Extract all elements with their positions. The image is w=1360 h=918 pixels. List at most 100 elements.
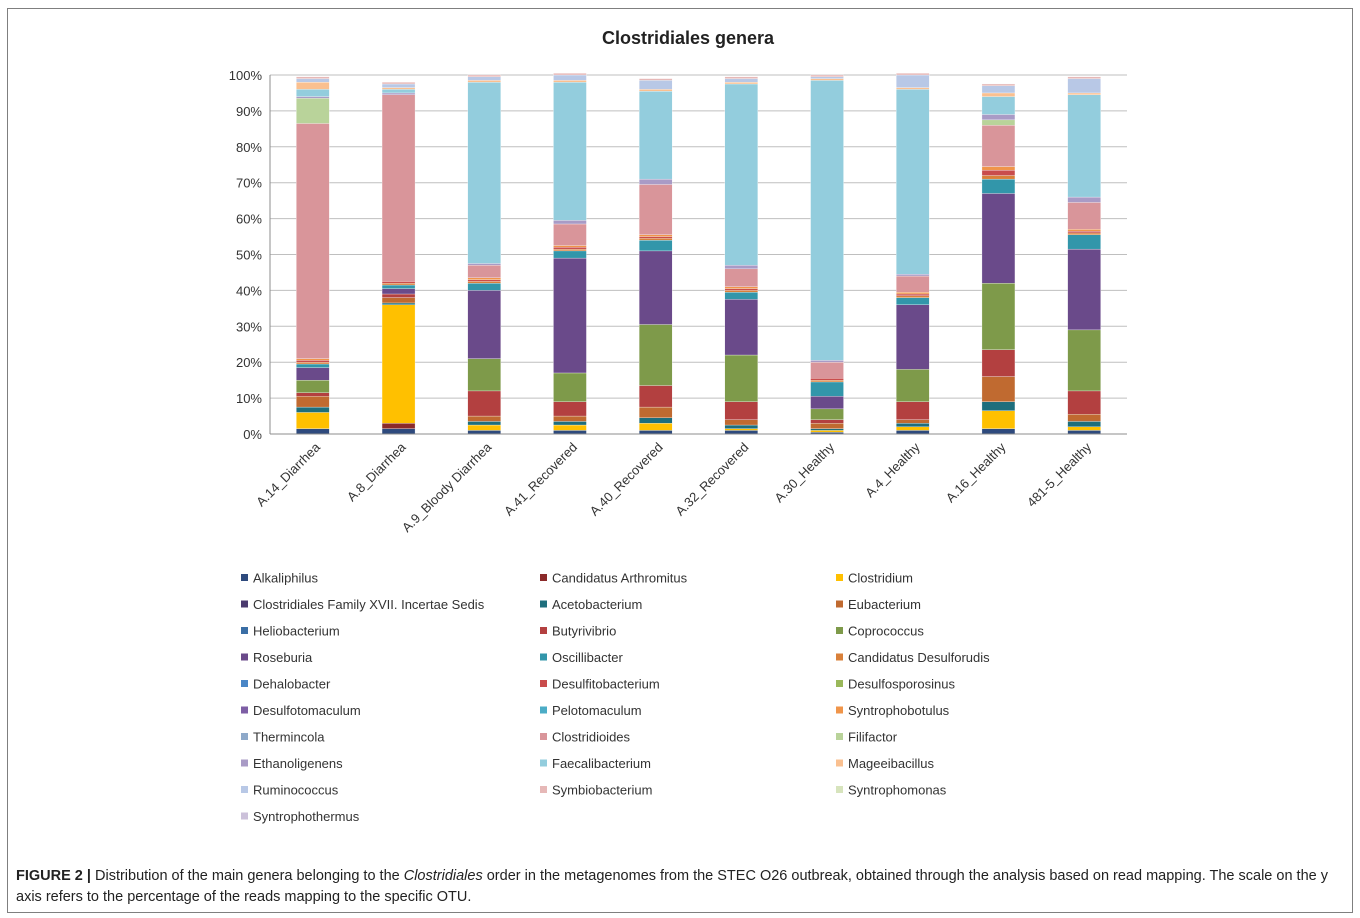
bar-segment xyxy=(724,424,758,429)
bar-segment xyxy=(810,381,844,397)
legend-label: Thermincola xyxy=(253,730,325,745)
legend-label: Oscillibacter xyxy=(552,650,623,665)
bar-segment xyxy=(896,423,930,427)
bar-segment xyxy=(296,89,330,97)
bar-segment xyxy=(981,175,1016,180)
bar-segment xyxy=(296,379,330,393)
bar-segment xyxy=(724,265,758,270)
bar-segment xyxy=(381,297,416,304)
bar-segment xyxy=(810,408,844,420)
y-tick-label: 30% xyxy=(236,319,262,334)
legend-swatch xyxy=(540,786,547,793)
bar-segment xyxy=(724,428,758,431)
stacked-bar-chart: Clostridiales genera 0% 10% 20% 30% 40% 50% 60… xyxy=(229,28,1127,824)
legend-label: Syntrophothermus xyxy=(253,809,360,824)
x-tick-label: A.30_Healthy xyxy=(771,439,837,505)
legend-swatch xyxy=(241,812,248,820)
legend-swatch xyxy=(241,600,248,608)
bar-segment xyxy=(381,89,416,94)
legend-label: Desulfitobacterium xyxy=(552,677,660,692)
bar-segment xyxy=(810,80,844,361)
bar-segment xyxy=(381,293,416,298)
bar-segment xyxy=(381,423,416,429)
caption-label: FIGURE 2 | xyxy=(16,868,91,884)
legend-swatch xyxy=(540,574,547,581)
bar-segment xyxy=(896,89,930,275)
legend-swatch xyxy=(540,600,547,608)
bar-segment xyxy=(981,114,1016,121)
bar-segment xyxy=(381,82,416,85)
bar-segment xyxy=(296,78,330,83)
bar-segment xyxy=(553,74,587,81)
legend-label: Filifactor xyxy=(848,730,898,745)
y-tick-label: 50% xyxy=(236,248,262,263)
bar-segment xyxy=(810,378,844,381)
bar-segment xyxy=(467,76,501,81)
legend-swatch xyxy=(540,680,547,687)
chart-title: Clostridiales genera xyxy=(602,28,775,48)
bar-segment xyxy=(810,428,844,431)
bar-segment xyxy=(553,248,587,252)
bar-segment xyxy=(981,125,1016,167)
y-tick-label: 10% xyxy=(236,391,262,406)
bar-segment xyxy=(296,367,330,381)
y-tick-label: 60% xyxy=(236,212,262,227)
x-tick-label: A.4_Healthy xyxy=(862,439,923,500)
bar-segment xyxy=(724,82,758,85)
y-tick-label: 70% xyxy=(236,176,262,191)
bar-segment xyxy=(467,358,501,392)
legend-swatch xyxy=(540,706,547,714)
bar-segment xyxy=(553,430,587,435)
legend-label: Heliobacterium xyxy=(253,624,340,639)
bar-segment xyxy=(724,299,758,356)
legend-swatch xyxy=(836,653,843,661)
bar-segment xyxy=(810,362,844,379)
x-tick-label: A.8_Diarrhea xyxy=(344,439,409,504)
legend-swatch xyxy=(540,627,547,634)
bar-segment xyxy=(296,362,330,365)
bar-segment xyxy=(467,283,501,291)
bar-segment xyxy=(467,421,501,426)
legend-label: Coprococcus xyxy=(848,624,924,639)
bar-segment xyxy=(467,82,501,264)
legend-label: Ethanoligenens xyxy=(253,756,343,771)
legend-swatch xyxy=(836,600,843,608)
x-tick-label: A.14_Diarrhea xyxy=(253,439,323,509)
bar-segment xyxy=(896,275,930,293)
bar-segment xyxy=(639,80,673,90)
bar-segment xyxy=(1067,430,1101,435)
bar-segment xyxy=(639,91,673,180)
bar-segment xyxy=(639,239,673,252)
bar-segment xyxy=(1067,196,1101,203)
bar-segment xyxy=(896,419,930,424)
figure-caption: FIGURE 2 | Distribution of the main gene… xyxy=(16,866,1341,908)
bar-segment xyxy=(553,82,587,221)
bar-segment xyxy=(639,250,673,325)
bar-segment xyxy=(467,277,501,280)
legend-swatch xyxy=(241,680,248,687)
bar-segment xyxy=(1067,94,1101,198)
legend-swatch xyxy=(836,706,843,714)
bar-segment xyxy=(810,419,844,424)
bar-segment xyxy=(639,89,673,92)
bar-segment xyxy=(296,406,330,413)
bar-segment xyxy=(296,123,330,359)
figure-frame xyxy=(7,8,1353,913)
bar-segment xyxy=(381,304,416,424)
bar-segment xyxy=(896,73,930,76)
bar-segment xyxy=(553,73,587,76)
bar-segment xyxy=(467,265,501,278)
bar-segment xyxy=(381,94,416,282)
bar-segment xyxy=(467,390,501,417)
legend-label: Syntrophomonas xyxy=(848,783,947,798)
bar-segment xyxy=(296,358,330,361)
bar-segment xyxy=(639,385,673,408)
bar-segment xyxy=(639,178,673,185)
bar-segment xyxy=(639,324,673,386)
y-tick-label: 80% xyxy=(236,140,262,155)
bar-segment xyxy=(553,80,587,83)
bar-segment xyxy=(553,247,587,250)
y-tick-label: 0% xyxy=(243,427,262,442)
bar-segment xyxy=(381,92,416,95)
